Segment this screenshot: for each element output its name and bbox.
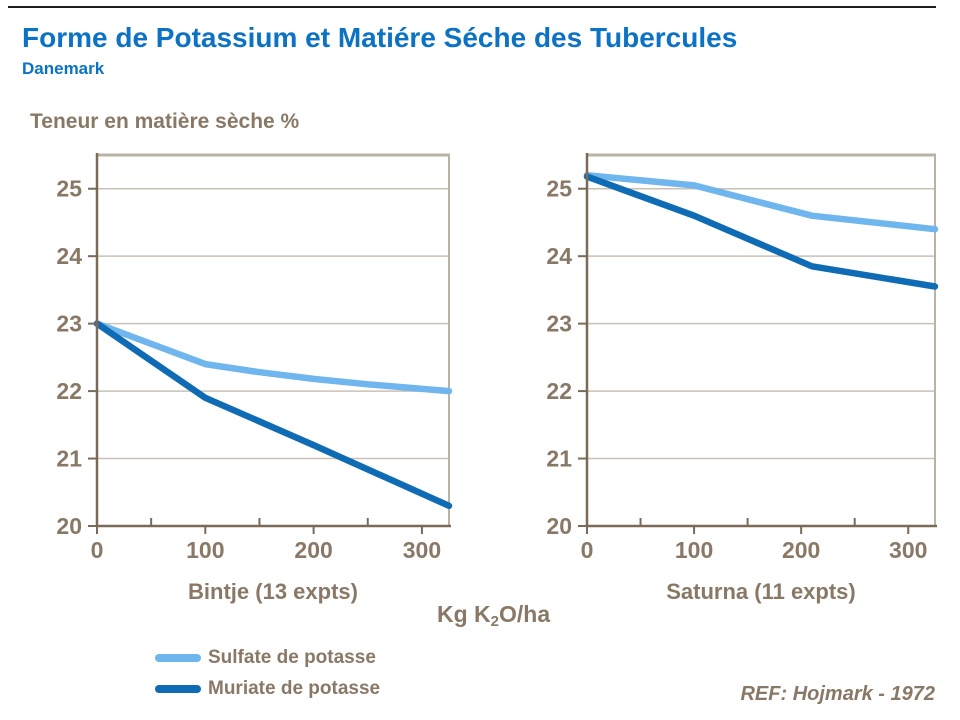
reference-text: REF: Hojmark - 1972 (740, 683, 935, 705)
panel-caption-saturna: Saturna (11 expts) (666, 579, 856, 604)
x-unit-subscript: 2 (490, 613, 500, 630)
page-title: Forme de Potassium et Matiére Séche des … (22, 22, 738, 53)
y-tick-label-22: 22 (546, 378, 572, 404)
sulfate-line-swatch (155, 653, 201, 662)
chart-panel-saturna: 20 21 22 23 24 25 0 100 200 300 Saturna (11 expts) (546, 153, 939, 604)
legend: Sulfate de potasse Muriate de potasse (155, 642, 380, 704)
x-unit-post: O/ha (499, 601, 551, 627)
x-axis-unit-label: Kg K2O/ha (437, 601, 550, 630)
x-tick-label-0: 0 (91, 537, 104, 563)
chart-panel-bintje: 20 21 22 23 24 25 0 100 200 300 Bintje (13 expts) (56, 153, 453, 604)
x-unit-pre: Kg K (437, 601, 491, 627)
x-tick-label-100: 100 (186, 537, 224, 563)
x-tick-label-0: 0 (581, 537, 594, 563)
x-tick-label-300: 300 (403, 537, 441, 563)
y-tick-label-21: 21 (56, 446, 82, 472)
series-line-muriate-de-potasse (93, 320, 453, 510)
series-line-sulfate-de-potasse (93, 320, 453, 395)
series-line-sulfate-de-potasse (583, 171, 939, 233)
legend-row-muriate: Muriate de potasse (155, 673, 380, 704)
y-tick-label-25: 25 (56, 176, 82, 202)
y-tick-label-24: 24 (56, 243, 82, 269)
legend-label-sulfate: Sulfate de potasse (208, 646, 376, 668)
x-tick-label-100: 100 (675, 537, 713, 563)
y-tick-label-23: 23 (56, 311, 82, 337)
series-line-muriate-de-potasse (583, 173, 939, 290)
y-tick-label-24: 24 (546, 243, 572, 269)
top-border-line (8, 6, 936, 8)
x-tick-label-200: 200 (782, 537, 820, 563)
x-tick-label-300: 300 (889, 537, 927, 563)
y-tick-label-20: 20 (546, 513, 572, 539)
y-tick-label-20: 20 (56, 513, 82, 539)
page-subtitle: Danemark (22, 59, 105, 78)
panel-caption-bintje: Bintje (13 expts) (188, 579, 358, 604)
y-tick-label-22: 22 (56, 378, 82, 404)
y-axis-title: Teneur en matière sèche % (30, 110, 300, 133)
y-tick-label-25: 25 (546, 176, 572, 202)
legend-label-muriate: Muriate de potasse (208, 677, 381, 699)
y-tick-label-23: 23 (546, 311, 572, 337)
x-tick-label-200: 200 (294, 537, 332, 563)
muriate-line-swatch (155, 684, 201, 693)
legend-row-sulfate: Sulfate de potasse (155, 642, 380, 673)
y-tick-label-21: 21 (546, 446, 572, 472)
